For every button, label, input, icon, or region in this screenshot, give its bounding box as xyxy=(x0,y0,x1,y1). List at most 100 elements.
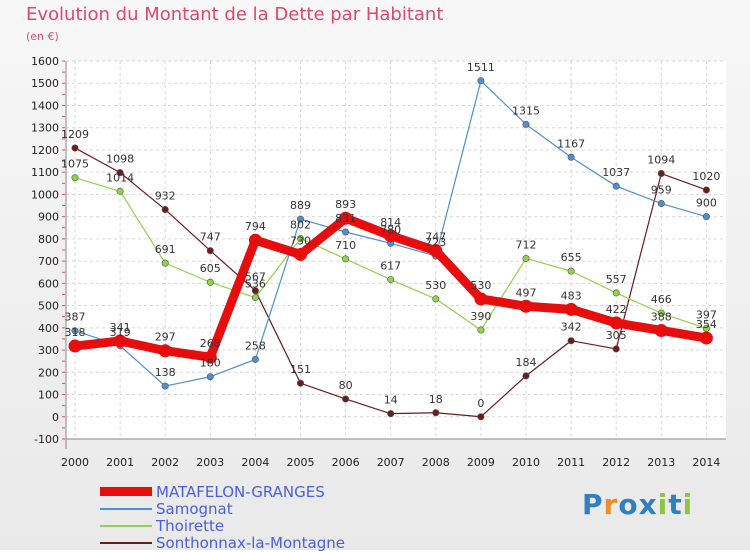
data-label: 305 xyxy=(606,329,627,342)
y-tick-label: 1500 xyxy=(31,77,59,90)
data-label: 1014 xyxy=(106,171,134,184)
data-label: 388 xyxy=(651,310,672,323)
y-tick-label: 400 xyxy=(38,322,59,335)
data-point xyxy=(477,413,485,421)
data-point xyxy=(429,244,443,258)
legend-item-samognat: Samognat xyxy=(100,499,345,518)
data-label: 802 xyxy=(290,218,311,231)
x-tick-label: 2000 xyxy=(61,456,89,469)
x-tick-label: 2012 xyxy=(602,456,630,469)
data-point xyxy=(296,379,304,387)
data-point xyxy=(161,206,169,214)
data-point xyxy=(71,174,79,182)
y-tick-label: 200 xyxy=(38,366,59,379)
data-point xyxy=(384,229,398,243)
data-point xyxy=(477,326,485,334)
data-label: 747 xyxy=(425,231,446,244)
data-label: 342 xyxy=(561,321,582,334)
legend-label-samognat: Samognat xyxy=(156,499,233,518)
data-label: 814 xyxy=(380,216,401,229)
data-label: 138 xyxy=(155,366,176,379)
data-point xyxy=(432,295,440,303)
data-point xyxy=(113,334,127,348)
data-label: 605 xyxy=(200,262,221,275)
x-tick-label: 2002 xyxy=(151,456,179,469)
legend-swatch-matafelon xyxy=(100,487,152,496)
legend-item-matafelon: MATAFELON-GRANGES xyxy=(100,482,345,501)
data-label: 900 xyxy=(696,197,717,210)
x-tick-label: 2013 xyxy=(647,456,675,469)
data-label: 710 xyxy=(335,239,356,252)
data-point xyxy=(654,323,668,337)
proxiti-logo: Proxiti xyxy=(582,488,693,521)
data-label: 1098 xyxy=(106,153,134,166)
y-tick-label: -100 xyxy=(34,433,59,446)
data-point xyxy=(251,287,259,295)
y-tick-label: 300 xyxy=(38,344,59,357)
logo-letter: i xyxy=(657,488,669,521)
data-point xyxy=(564,302,578,316)
data-label: 268 xyxy=(200,337,221,350)
data-label: 557 xyxy=(606,273,627,286)
logo-letter: i xyxy=(682,488,694,521)
y-tick-label: 900 xyxy=(38,211,59,224)
legend-label-sonthonnax: Sonthonnax-la-Montagne xyxy=(156,533,345,552)
data-point xyxy=(71,144,79,152)
x-tick-label: 2008 xyxy=(422,456,450,469)
data-label: 180 xyxy=(200,357,221,370)
data-point xyxy=(68,339,82,353)
data-label: 354 xyxy=(696,318,717,331)
data-point xyxy=(387,410,395,418)
data-point xyxy=(657,200,665,208)
y-tick-label: 1100 xyxy=(31,166,59,179)
x-tick-label: 2009 xyxy=(467,456,495,469)
legend-swatch-thoirette xyxy=(100,524,152,527)
chart-title: Evolution du Montant de la Dette par Hab… xyxy=(26,4,444,25)
data-label: 184 xyxy=(516,356,537,369)
data-point xyxy=(116,169,124,177)
data-label: 1209 xyxy=(61,128,89,141)
data-label: 14 xyxy=(384,394,398,407)
data-point xyxy=(657,309,665,317)
data-label: 932 xyxy=(155,190,176,203)
logo-letter: o xyxy=(618,488,639,521)
y-tick-label: 800 xyxy=(38,233,59,246)
data-label: 1075 xyxy=(61,158,89,171)
data-point xyxy=(387,276,395,284)
legend-item-sonthonnax: Sonthonnax-la-Montagne xyxy=(100,533,345,552)
data-label: 723 xyxy=(425,236,446,249)
y-tick-label: 700 xyxy=(38,255,59,268)
data-label: 397 xyxy=(696,308,717,321)
data-label: 959 xyxy=(651,184,672,197)
chart-subtitle: (en €) xyxy=(26,30,59,43)
data-point xyxy=(567,267,575,275)
x-tick-label: 2003 xyxy=(196,456,224,469)
data-point xyxy=(612,345,620,353)
data-label: 1511 xyxy=(467,61,495,74)
y-tick-label: 1300 xyxy=(31,122,59,135)
data-point xyxy=(248,233,262,247)
data-point xyxy=(702,213,710,221)
data-point xyxy=(612,289,620,297)
x-tick-label: 2005 xyxy=(287,456,315,469)
y-tick-label: 500 xyxy=(38,300,59,313)
legend-label-thoirette: Thoirette xyxy=(156,516,225,535)
data-point xyxy=(522,120,530,128)
legend-item-thoirette: Thoirette xyxy=(100,516,345,535)
data-label: 730 xyxy=(290,234,311,247)
data-label: 1167 xyxy=(557,137,585,150)
legend-label-matafelon: MATAFELON-GRANGES xyxy=(156,482,325,501)
data-point xyxy=(474,292,488,306)
data-point xyxy=(609,316,623,330)
data-label: 258 xyxy=(245,339,266,352)
data-label: 297 xyxy=(155,331,176,344)
data-point xyxy=(71,327,79,335)
data-label: 794 xyxy=(245,220,266,233)
data-point xyxy=(522,372,530,380)
data-label: 567 xyxy=(245,271,266,284)
data-point xyxy=(522,254,530,262)
data-point xyxy=(519,299,533,313)
data-label: 151 xyxy=(290,363,311,376)
